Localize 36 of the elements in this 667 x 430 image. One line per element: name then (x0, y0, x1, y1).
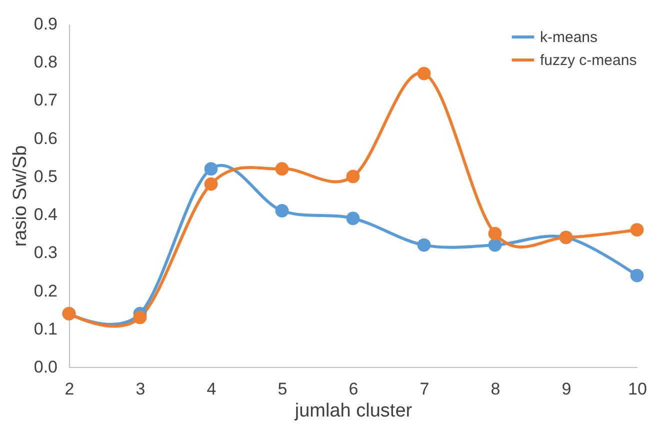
point (204, 177, 218, 191)
x-tick-label: 5 (278, 380, 288, 398)
point (488, 226, 502, 240)
point (346, 170, 360, 184)
y-tick-label: 0.2 (34, 281, 58, 300)
point (417, 238, 431, 252)
x-tick-label: 10 (628, 380, 647, 398)
x-tick-label: 9 (562, 380, 572, 398)
y-tick-label: 0.8 (34, 52, 58, 72)
point (417, 66, 431, 80)
point (204, 162, 218, 176)
y-tick-label: 0.7 (34, 90, 58, 110)
x-tick-label: 7 (420, 380, 430, 398)
y-tick-label: 0.4 (34, 205, 58, 224)
point (133, 310, 147, 324)
y-tick-label: 0.6 (34, 128, 58, 148)
x-tick-label: 3 (136, 380, 146, 398)
point (630, 268, 644, 282)
x-axis-title: jumlah cluster (294, 400, 413, 422)
point (275, 162, 289, 176)
point (346, 212, 360, 226)
x-tick-label: 6 (348, 380, 358, 398)
point (630, 223, 644, 236)
x-tick-label: 4 (206, 380, 216, 398)
y-tick-label: 0.3 (34, 243, 58, 262)
legend-label: k-means (540, 29, 598, 46)
y-axis-title: rasio Sw/Sb (10, 145, 31, 247)
point (275, 204, 289, 218)
x-tick-label: 2 (64, 380, 74, 398)
y-tick-label: 0.0 (34, 358, 58, 376)
x-tick-label: 8 (490, 380, 500, 398)
y-tick-label: 0.5 (34, 166, 58, 186)
point (488, 238, 502, 252)
y-tick-label: 0.1 (34, 319, 58, 338)
legend-label: fuzzy c-means (540, 52, 637, 69)
y-tick-label: 0.9 (34, 14, 58, 34)
